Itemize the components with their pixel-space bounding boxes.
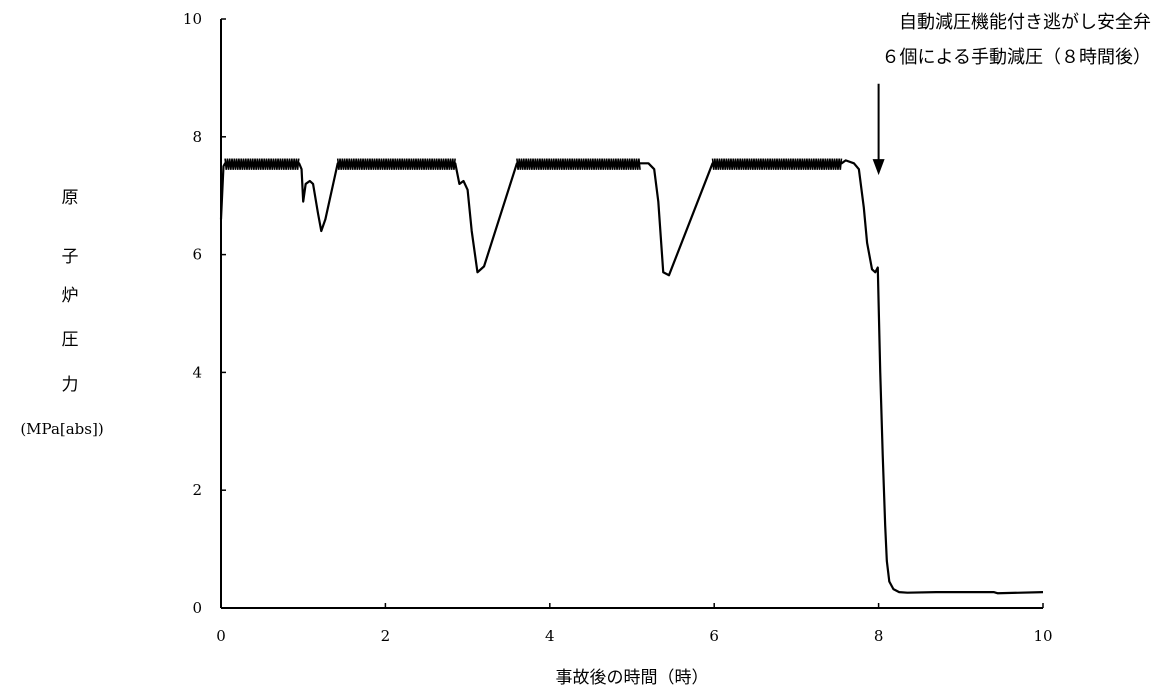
oscillation-band [224,158,300,170]
oscillation-band [336,158,456,170]
y-axis-label-char-5: 力 [62,375,79,395]
y-tick-label: 8 [192,128,202,146]
x-tick-label: 2 [381,627,391,645]
x-tick-label: 0 [216,627,226,645]
series-group [219,158,1044,595]
y-axis-label-char-4: 圧 [62,330,79,350]
x-tick-label: 4 [545,627,555,645]
y-tick-label: 2 [192,481,202,499]
y-ticks: 0 2 4 6 8 10 [183,10,226,617]
y-axis-label-unit: (MPa[abs]) [20,420,103,438]
x-axis-label: 事故後の時間（時） [556,668,709,688]
y-tick-label: 0 [192,599,202,617]
annotation-arrow-head [872,159,885,176]
x-tick-label: 10 [1033,627,1052,645]
y-axis-label-char-2: 子 [62,247,79,267]
x-tick-label: 8 [874,627,884,645]
x-ticks: 0 2 4 6 8 10 [216,603,1053,645]
annotation-line-2: ６個による手動減圧（８時間後） [882,47,1151,68]
y-tick-label: 4 [192,363,202,381]
y-axis-label-char-1: 原 [62,188,79,208]
y-tick-label: 10 [183,10,202,28]
annotation-line-1: 自動減圧機能付き逃がし安全弁 [899,12,1151,33]
series-line [219,159,1044,595]
y-axis-label: 原 子 炉 圧 力 (MPa[abs]) [20,188,103,438]
y-tick-label: 6 [192,246,202,264]
annotation: 自動減圧機能付き逃がし安全弁 ６個による手動減圧（８時間後） [872,12,1151,176]
oscillation-band [516,158,641,170]
x-tick-label: 6 [709,627,719,645]
y-axis-label-char-3: 炉 [62,286,79,306]
oscillation-band [711,158,843,170]
axes [220,19,1043,609]
